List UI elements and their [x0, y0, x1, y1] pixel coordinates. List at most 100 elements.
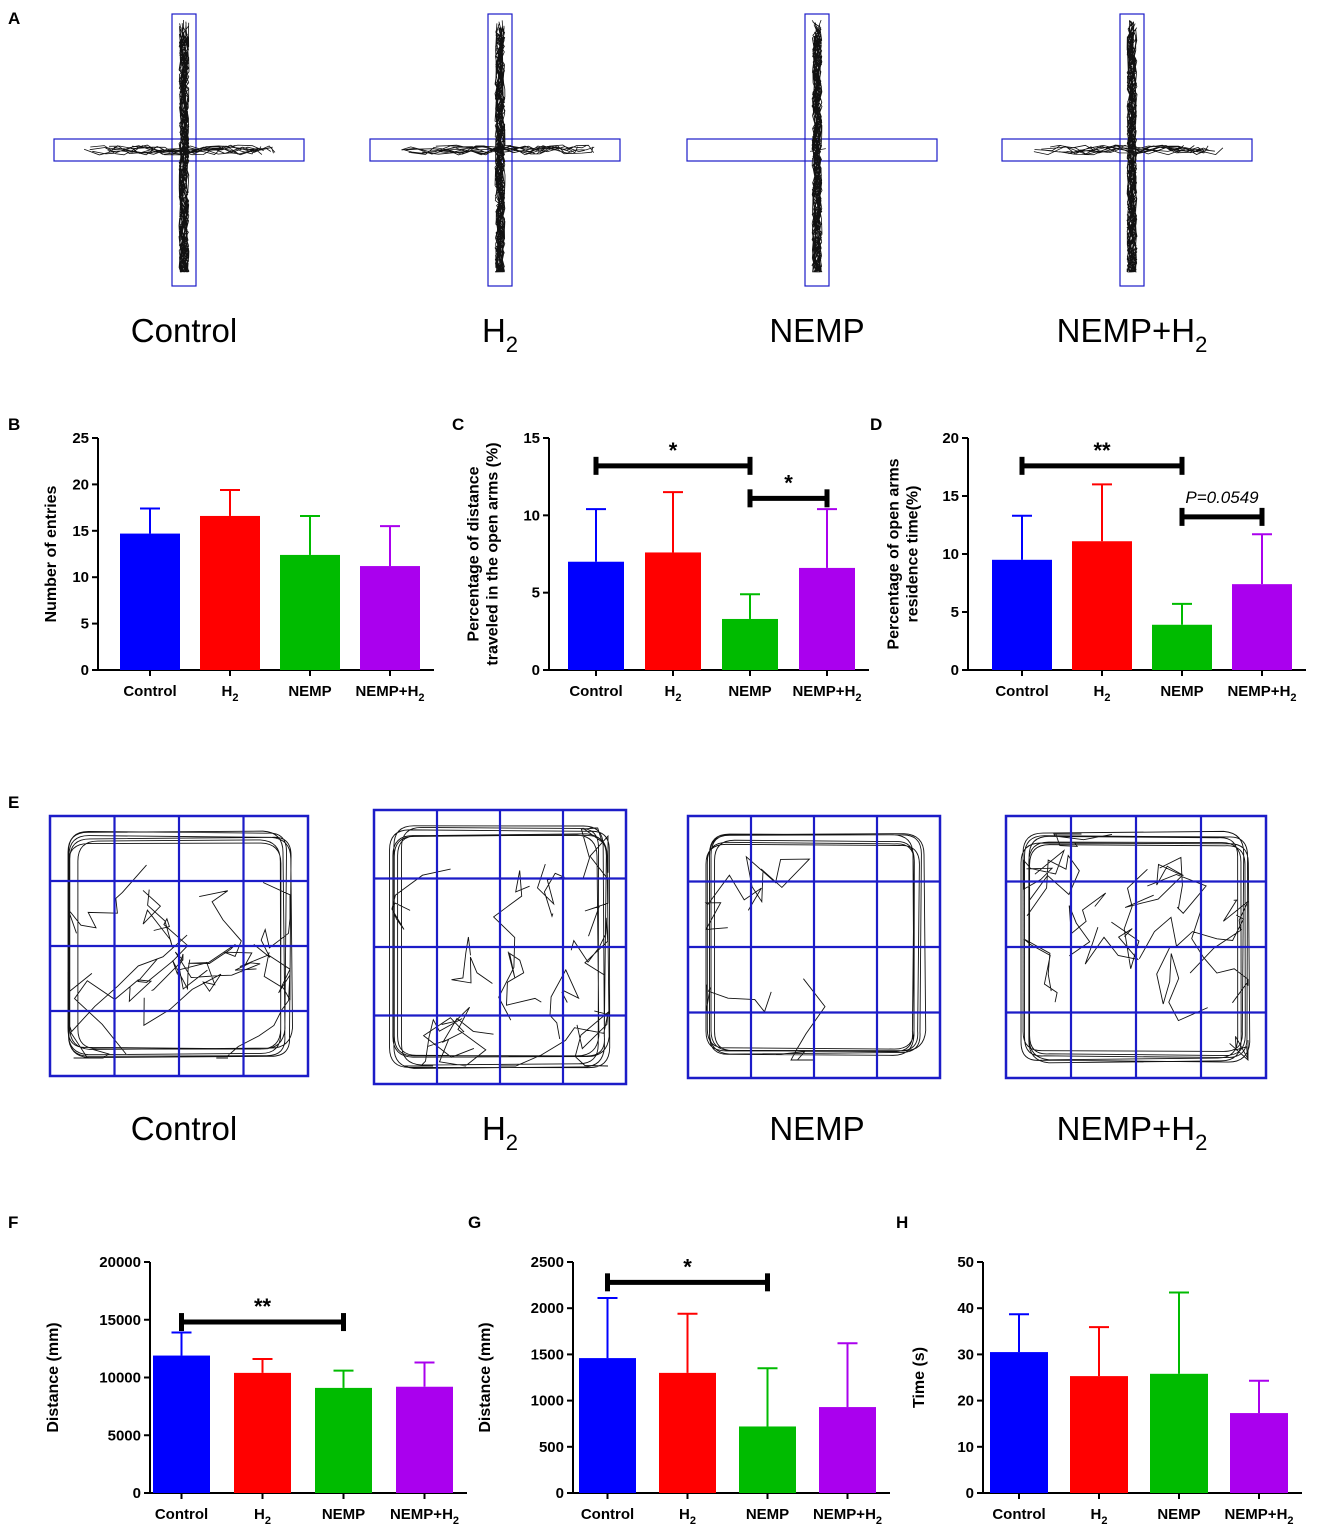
open-field	[48, 814, 310, 1078]
y-tick-label: 25	[72, 430, 89, 447]
open-field	[372, 808, 628, 1086]
y-tick-label: 500	[539, 1439, 564, 1456]
x-tick-label: H2	[1091, 1506, 1108, 1527]
significance-label: **	[1093, 438, 1111, 463]
bar-control	[992, 559, 1052, 670]
bar-charts: 0 5 10 15 20 25 Number of entries Control H2 NEMP…	[43, 430, 1306, 1527]
significance-label: **	[254, 1294, 272, 1319]
bar-nemp	[739, 1426, 796, 1493]
y-axis-title: traveled in the open arms (%)	[485, 442, 502, 665]
plus-maze	[369, 13, 621, 287]
plus-maze-tracks	[53, 13, 1253, 287]
maze-label-nemp-h2: NEMP+H2	[1057, 312, 1208, 357]
y-tick-label: 5	[951, 604, 959, 621]
bar-h2	[659, 1372, 716, 1493]
x-tick-label: NEMP	[746, 1506, 789, 1523]
chart-h: 0 10 20 30 40 50 Time (s) Control H2 NEMP NEMP+H2	[911, 1254, 1302, 1527]
x-tick-label: NEMP	[728, 683, 771, 700]
bar-control	[579, 1358, 636, 1493]
y-axis-title: Distance (mm)	[477, 1322, 494, 1432]
bar-control	[568, 561, 624, 670]
significance-label: P=0.0549	[1185, 488, 1259, 507]
bar-nemp	[280, 554, 340, 670]
y-tick-label: 0	[532, 662, 540, 679]
bar-control	[990, 1352, 1048, 1493]
panel-letter-e: E	[8, 793, 19, 812]
bar-nemp	[315, 1387, 372, 1493]
plus-maze	[53, 13, 305, 287]
maze-track	[83, 20, 276, 273]
field-label-h2: H2	[482, 1110, 518, 1155]
chart-d: 0 5 10 15 20 Percentage of open arms residence…	[886, 430, 1306, 704]
x-tick-label: NEMP	[288, 683, 331, 700]
bar-nemp	[1152, 624, 1212, 670]
x-tick-label: Control	[992, 1506, 1045, 1523]
x-tick-label: NEMP+H2	[355, 683, 424, 704]
open-field	[686, 814, 942, 1080]
y-axis-title: Distance (mm)	[45, 1322, 62, 1432]
y-tick-label: 10	[942, 546, 959, 563]
y-axis-title: Percentage of open arms	[886, 458, 903, 649]
y-tick-label: 5000	[108, 1427, 141, 1444]
y-tick-label: 5	[532, 585, 540, 602]
x-tick-label: NEMP+H2	[813, 1506, 882, 1527]
bar-nemp-h2	[1232, 584, 1292, 670]
x-tick-label: NEMP+H2	[390, 1506, 459, 1527]
y-tick-label: 15	[942, 488, 959, 505]
x-tick-label: NEMP+H2	[1224, 1506, 1293, 1527]
bar-nemp-h2	[799, 567, 855, 670]
maze-track	[810, 19, 826, 273]
maze-label-nemp: NEMP	[769, 312, 864, 349]
x-tick-label: H2	[679, 1506, 696, 1527]
chart-c: 0 5 10 15 Percentage of distance traveled in …	[466, 430, 869, 704]
open-arms-box	[686, 138, 938, 162]
field-label-control: Control	[131, 1110, 237, 1147]
chart-b: 0 5 10 15 20 25 Number of entries Control H2 NEMP…	[43, 430, 434, 704]
y-axis-title: Number of entries	[43, 485, 60, 622]
y-tick-label: 1500	[531, 1346, 564, 1363]
significance-label: *	[784, 470, 793, 495]
panel-letter-a: A	[8, 9, 20, 28]
y-axis-title: Time (s)	[911, 1347, 928, 1408]
y-tick-label: 10	[72, 569, 89, 586]
y-tick-label: 10	[957, 1439, 974, 1456]
bar-h2	[200, 515, 260, 670]
bar-h2	[1070, 1376, 1128, 1493]
maze-track	[1033, 20, 1224, 273]
y-axis-title: residence time(%)	[905, 486, 922, 623]
y-tick-label: 20000	[99, 1254, 141, 1271]
bar-h2	[234, 1372, 291, 1493]
panel-letter-d: D	[870, 415, 882, 434]
chart-g: 0 500 1000 1500 2000 2500 Distance (mm) Control…	[477, 1254, 890, 1527]
bar-h2	[645, 552, 701, 670]
panel-letter-h: H	[896, 1213, 908, 1232]
bar-nemp-h2	[396, 1386, 453, 1493]
open-field	[1004, 814, 1268, 1080]
x-tick-label: Control	[123, 683, 176, 700]
x-tick-label: H2	[1094, 683, 1111, 704]
y-tick-label: 20	[957, 1393, 974, 1410]
y-tick-label: 15	[72, 523, 89, 540]
y-tick-label: 30	[957, 1346, 974, 1363]
panel-letter-g: G	[468, 1213, 481, 1232]
y-tick-label: 40	[957, 1300, 974, 1317]
y-tick-label: 15	[523, 430, 540, 447]
y-tick-label: 10000	[99, 1370, 141, 1387]
y-tick-label: 10	[523, 507, 540, 524]
field-label-nemp-h2: NEMP+H2	[1057, 1110, 1208, 1155]
bar-nemp-h2	[1230, 1413, 1288, 1493]
y-tick-label: 1000	[531, 1393, 564, 1410]
x-tick-label: H2	[222, 683, 239, 704]
y-tick-label: 20	[942, 430, 959, 447]
bar-nemp-h2	[360, 566, 420, 670]
x-tick-label: Control	[995, 683, 1048, 700]
y-tick-label: 2500	[531, 1254, 564, 1271]
x-tick-label: NEMP+H2	[1227, 683, 1296, 704]
field-track	[389, 825, 611, 1069]
y-tick-label: 2000	[531, 1300, 564, 1317]
y-tick-label: 0	[556, 1485, 564, 1502]
y-tick-label: 15000	[99, 1312, 141, 1329]
y-tick-label: 5	[81, 616, 89, 633]
significance-label: *	[669, 438, 678, 463]
